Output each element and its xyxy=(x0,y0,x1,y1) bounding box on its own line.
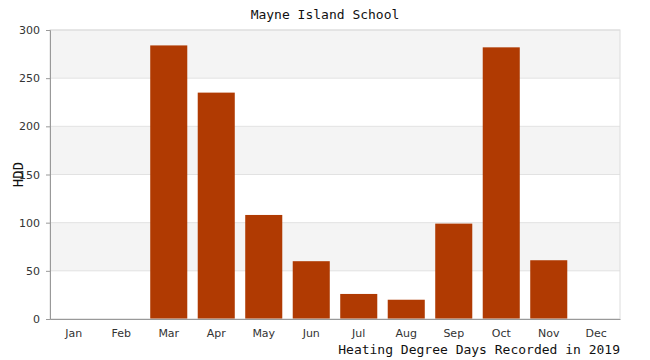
grid-line xyxy=(50,174,620,175)
y-tick: 50 xyxy=(26,265,50,278)
grid-line xyxy=(50,78,620,79)
x-axis: Jan Feb Mar Apr May Jun Jul Aug Sep Oct Nov Dec xyxy=(51,319,621,340)
grid-line xyxy=(50,126,620,127)
bar xyxy=(530,260,567,319)
x-tick-label: Jun xyxy=(302,327,320,340)
bar xyxy=(198,93,235,319)
x-tick-label: Dec xyxy=(586,327,607,340)
x-tick-label: Mar xyxy=(158,327,179,340)
x-tick: Jan xyxy=(64,319,82,340)
x-tick: Feb xyxy=(112,319,131,340)
y-tick-label: 0 xyxy=(33,313,40,326)
chart-title: Mayne Island School xyxy=(251,7,400,22)
plot-band xyxy=(50,30,620,78)
x-tick-label: Sep xyxy=(443,327,464,340)
y-tick: 250 xyxy=(19,72,50,85)
bar xyxy=(150,45,187,319)
plot-frame xyxy=(50,30,620,319)
y-tick-label: 250 xyxy=(19,72,40,85)
y-tick-mark xyxy=(46,319,50,320)
x-tick: Dec xyxy=(586,319,607,340)
x-tick: Nov xyxy=(538,319,560,340)
y-tick-mark xyxy=(46,30,50,31)
y-tick: 300 xyxy=(19,24,50,37)
x-tick-label: Feb xyxy=(112,327,131,340)
x-tick-label: Oct xyxy=(492,327,512,340)
bar xyxy=(483,47,520,319)
plot-band xyxy=(50,126,620,174)
x-tick: Jul xyxy=(351,319,365,340)
x-tick: Jun xyxy=(302,319,320,340)
y-tick-label: 50 xyxy=(26,265,40,278)
y-tick-mark xyxy=(46,78,50,79)
y-tick: 200 xyxy=(19,120,50,133)
bar xyxy=(435,224,472,319)
bars xyxy=(150,45,567,319)
x-tick: May xyxy=(252,319,275,340)
y-tick-label: 300 xyxy=(19,24,40,37)
y-axis-title: HDD xyxy=(10,162,26,187)
plot-area: 050100150200250300JanFebMarAprMayJunJulA… xyxy=(19,24,621,340)
x-axis-line xyxy=(51,319,621,320)
x-tick-label: Apr xyxy=(207,327,227,340)
y-tick-mark xyxy=(46,175,50,176)
y-tick-label: 100 xyxy=(19,217,40,230)
y-tick-mark xyxy=(46,223,50,224)
y-tick: 100 xyxy=(19,217,50,230)
y-tick-mark xyxy=(46,271,50,272)
y-tick-mark xyxy=(46,126,50,127)
plot-bands xyxy=(50,30,620,271)
grid-line xyxy=(50,222,620,223)
x-tick-label: Aug xyxy=(396,327,417,340)
x-tick: Apr xyxy=(207,319,227,340)
x-tick: Sep xyxy=(443,319,464,340)
x-axis-title: Heating Degree Days Recorded in 2019 xyxy=(338,342,620,357)
bar xyxy=(388,300,425,319)
bar xyxy=(245,215,282,319)
bar xyxy=(340,294,377,319)
y-axis-line xyxy=(46,31,51,320)
chart-svg: 050100150200250300JanFebMarAprMayJunJulA… xyxy=(0,0,650,360)
x-tick: Aug xyxy=(396,319,417,340)
y-tick-label: 200 xyxy=(19,120,40,133)
x-tick-label: Jul xyxy=(351,327,365,340)
x-tick: Oct xyxy=(492,319,512,340)
x-tick-label: Nov xyxy=(538,327,560,340)
grid xyxy=(50,30,620,319)
x-tick-label: May xyxy=(252,327,275,340)
x-tick-label: Jan xyxy=(64,327,82,340)
x-tick: Mar xyxy=(158,319,179,340)
chart-container: 050100150200250300JanFebMarAprMayJunJulA… xyxy=(0,0,650,360)
bar xyxy=(293,261,330,319)
y-tick: 0 xyxy=(33,313,50,326)
